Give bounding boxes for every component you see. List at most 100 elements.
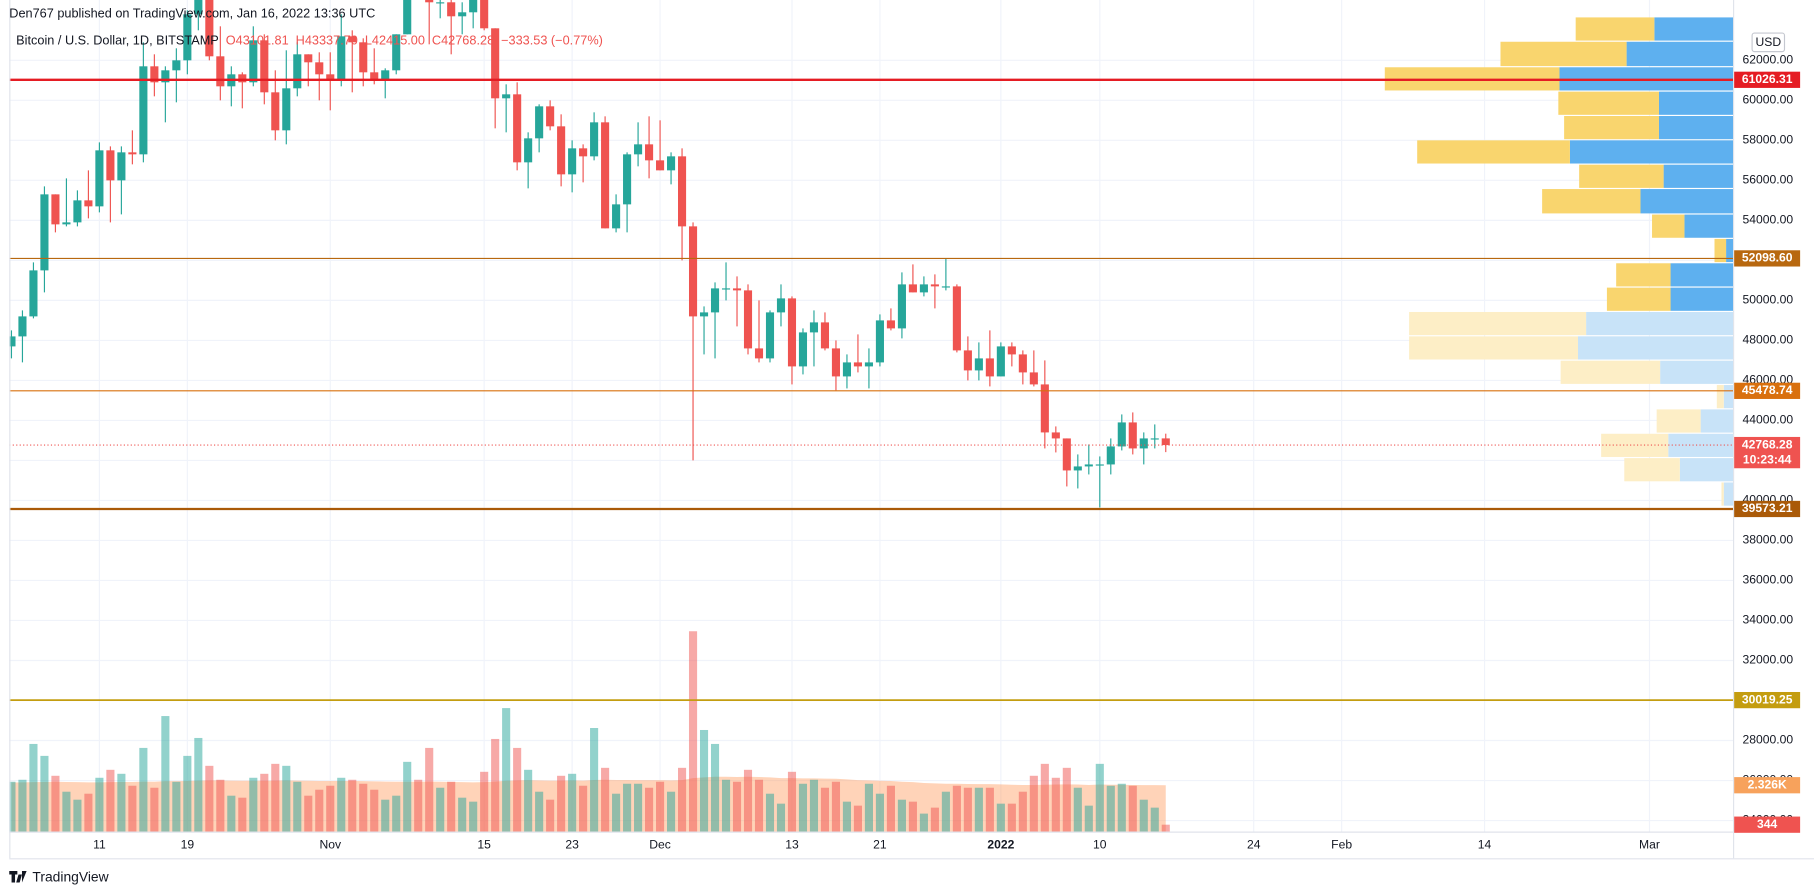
candle-body — [853, 362, 862, 367]
x-tick-label: 24 — [1247, 838, 1261, 852]
profile-up — [1726, 238, 1734, 263]
x-tick-label: 14 — [1478, 838, 1492, 852]
change: −333.53 (−0.77%) — [501, 33, 603, 48]
candle-body — [73, 200, 82, 223]
profile-down — [1409, 336, 1578, 360]
level-label-box — [1734, 250, 1801, 267]
y-tick-label: 44000.00 — [1743, 413, 1794, 427]
symbol-legend: Bitcoin / U.S. Dollar, 1D, BITSTAMP O4310… — [16, 33, 603, 48]
volume-bar — [18, 779, 27, 832]
candle-body — [809, 322, 819, 333]
candle-body — [502, 94, 511, 99]
candle-body — [656, 160, 665, 171]
volume-bar — [249, 777, 258, 832]
candle-body — [359, 42, 368, 73]
candle-body — [886, 320, 895, 329]
x-tick-label: 15 — [477, 838, 491, 852]
volume-bar — [710, 743, 720, 832]
level-label-box — [1734, 691, 1801, 709]
candle-body — [128, 152, 137, 155]
brand-logo — [9, 870, 27, 883]
volume-bar — [414, 779, 423, 832]
candle-body — [194, 0, 203, 15]
volume-bar — [1062, 767, 1071, 832]
volume-bar — [875, 793, 884, 832]
candle-body — [919, 284, 928, 293]
candle-body — [1128, 422, 1137, 449]
volume-bar — [985, 787, 994, 832]
volume-bar — [1106, 785, 1115, 832]
candle-body — [941, 286, 950, 288]
volume-bar — [590, 728, 599, 832]
y-tick-label: 54000.00 — [1743, 213, 1794, 227]
candle-body — [645, 144, 654, 161]
volume-bar — [51, 775, 60, 832]
profile-down — [1716, 385, 1724, 409]
currency[interactable]: USD — [1755, 35, 1781, 49]
volume-bar — [260, 773, 269, 832]
volume-bar — [1029, 775, 1038, 832]
volume-bar — [1084, 805, 1093, 832]
volume-bar — [458, 797, 467, 832]
volume-bar — [601, 767, 610, 832]
volume-bar — [95, 777, 104, 832]
candle-body — [315, 62, 324, 75]
volume-bar — [1128, 785, 1137, 832]
candle-body — [535, 106, 544, 139]
profile-down — [1624, 458, 1680, 482]
candle-body — [62, 222, 71, 225]
candle-body — [754, 348, 764, 359]
y-tick-label: 34000.00 — [1743, 613, 1794, 627]
candle-body — [688, 226, 698, 317]
candle-body — [1018, 354, 1027, 373]
candle-body — [238, 74, 247, 83]
volume-bar — [776, 803, 786, 832]
candle-body — [842, 362, 852, 377]
grid — [9, 0, 1734, 832]
candle-body — [721, 288, 731, 290]
candle-body — [183, 14, 192, 61]
profile-down — [1652, 214, 1685, 238]
y-tick-label: 38000.00 — [1743, 533, 1794, 547]
candle-body — [260, 40, 269, 93]
volume-bar — [886, 785, 895, 832]
profile-down — [1564, 115, 1659, 140]
volume-bar — [337, 777, 346, 832]
volume-bar — [1007, 803, 1016, 832]
candle-body — [798, 332, 808, 367]
candle-body — [908, 284, 917, 293]
volume-bar — [963, 787, 972, 832]
volume-bar — [1018, 791, 1027, 832]
currency-box[interactable] — [1751, 32, 1786, 53]
level-label-box — [1734, 500, 1801, 518]
profile-up — [1684, 214, 1734, 238]
profile-down — [1714, 238, 1727, 263]
candle-body — [1161, 438, 1170, 446]
volume-bar — [238, 797, 247, 832]
candle-body — [491, 28, 500, 99]
price-label: 42768.28 — [1742, 437, 1793, 451]
profile-down — [1558, 91, 1659, 115]
candle-body — [875, 320, 884, 363]
x-tick-label: 23 — [565, 838, 579, 852]
volume-label-box — [1734, 816, 1801, 833]
volume-bar — [73, 799, 82, 832]
volume-bar — [348, 779, 357, 832]
profile-up — [1569, 140, 1734, 164]
x-tick-label: 2022 — [987, 838, 1014, 852]
profile-up — [1660, 360, 1734, 384]
level-label-box — [1734, 382, 1801, 399]
profile-up — [1663, 164, 1734, 188]
candle-body — [623, 154, 632, 205]
x-tick-label: 11 — [93, 838, 106, 852]
candle-body — [897, 284, 906, 329]
volume-bar — [392, 795, 401, 832]
y-tick-label: 36000.00 — [1743, 573, 1794, 587]
candle-body — [963, 350, 972, 371]
candle-body — [480, 0, 489, 29]
x-tick-label: Nov — [319, 838, 342, 852]
candle-body — [1062, 438, 1071, 471]
candle-body — [436, 2, 445, 4]
volume-bar — [117, 773, 126, 832]
